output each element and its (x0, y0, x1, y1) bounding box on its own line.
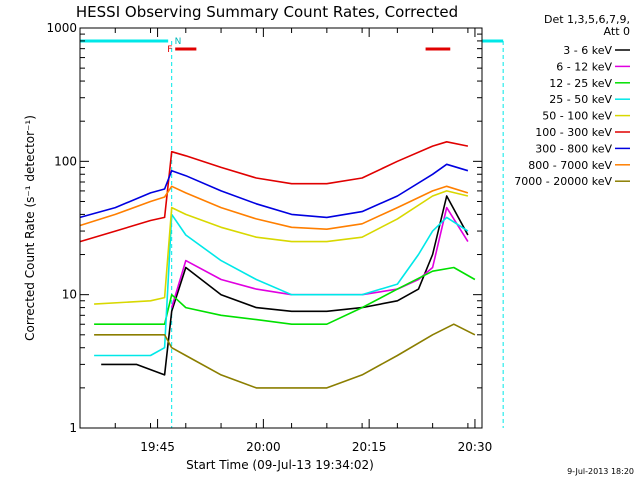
series-line-3 (94, 213, 469, 357)
y-tick-label-0: 1 (69, 421, 77, 435)
timestamp-label: 9-Jul-2013 18:20 (567, 467, 634, 476)
x-tick-label-0: 19:45 (140, 440, 175, 454)
legend-label-7: 800 - 7000 keV (528, 159, 612, 172)
legend-label-4: 50 - 100 keV (542, 110, 612, 123)
series-line-7 (79, 185, 469, 230)
y-tick-label-3: 1000 (46, 21, 77, 35)
legend-label-6: 300 - 800 keV (535, 142, 612, 155)
legend-header-line-2: Att 0 (604, 25, 630, 38)
x-tick-label-3: 20:30 (458, 440, 493, 454)
night-flag-label: N (175, 37, 182, 47)
legend-label-3: 25 - 50 keV (549, 93, 612, 106)
legend-label-0: 3 - 6 keV (563, 44, 612, 57)
legend-label-1: 6 - 12 keV (556, 60, 612, 73)
series-line-8 (94, 323, 476, 389)
legend-label-5: 100 - 300 keV (535, 126, 612, 139)
series-line-0 (101, 195, 469, 376)
plot-frame (79, 27, 483, 429)
x-axis-label: Start Time (09-Jul-13 19:34:02) (186, 458, 374, 472)
legend-label-2: 12 - 25 keV (549, 77, 612, 90)
x-tick-label-2: 20:15 (352, 440, 387, 454)
series-line-4 (94, 190, 469, 305)
legend-label-8: 7000 - 20000 keV (514, 175, 612, 188)
legend-layer: 3 - 6 keV 6 - 12 keV 12 - 25 keV 25 - 50 ke… (514, 44, 630, 188)
y-tick-label-1: 10 (62, 288, 77, 302)
chart-title: HESSI Observing Summary Count Rates, Cor… (76, 3, 458, 21)
x-tick-label-1: 20:00 (246, 440, 281, 454)
series-line-6 (79, 163, 469, 219)
legend-header-line-1: Det 1,3,5,6,7,9, (544, 13, 630, 26)
series-layer (79, 141, 476, 389)
y-tick-label-2: 100 (54, 154, 77, 168)
marker-layer: FN (80, 37, 504, 428)
y-axis-label: Corrected Count Rate (s⁻¹ detector⁻¹) (23, 115, 37, 341)
flare-flag-label: F (167, 45, 172, 55)
series-line-5 (79, 141, 469, 243)
axis-layer: 1 10 100 1000 19:45 20:00 20:15 20:30 (46, 21, 492, 454)
